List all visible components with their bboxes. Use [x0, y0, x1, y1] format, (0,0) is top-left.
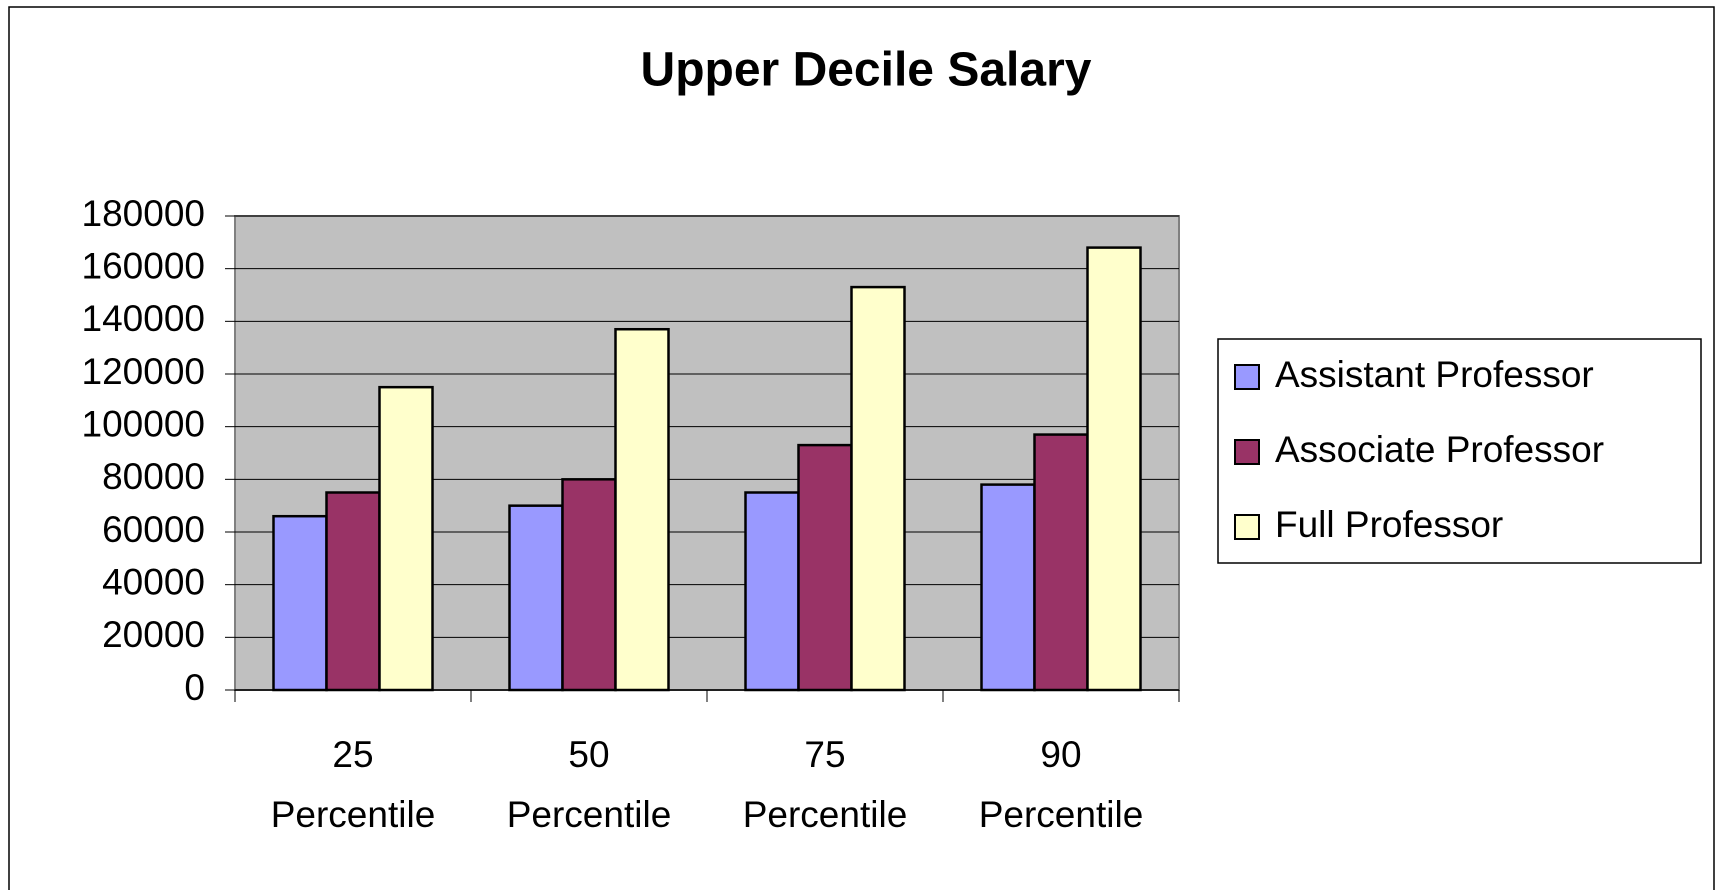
y-tick-label: 160000	[82, 245, 205, 286]
y-tick-label: 120000	[82, 351, 205, 392]
legend-swatch	[1234, 439, 1260, 465]
y-tick-label: 0	[184, 667, 205, 708]
y-tick-label: 180000	[82, 193, 205, 234]
bar	[378, 385, 434, 692]
x-tick-label: 75 Percentile	[743, 734, 908, 835]
bar	[980, 483, 1036, 692]
legend-label: Associate Professor	[1275, 429, 1604, 470]
bar	[614, 327, 670, 692]
bar	[272, 514, 328, 692]
bar	[561, 478, 617, 692]
y-tick-label: 80000	[102, 456, 205, 497]
bar	[797, 443, 853, 692]
legend-box	[1217, 338, 1702, 564]
y-tick-label: 100000	[82, 403, 205, 444]
y-tick-label: 40000	[102, 561, 205, 602]
bar	[1033, 433, 1089, 692]
bar	[508, 504, 564, 692]
x-tick-label: 50 Percentile	[507, 734, 672, 835]
y-tick-label: 140000	[82, 298, 205, 339]
legend-label: Assistant Professor	[1275, 354, 1594, 395]
y-tick-label: 20000	[102, 614, 205, 655]
x-tick-label: 90 Percentile	[979, 734, 1144, 835]
bar	[850, 285, 906, 692]
legend-label: Full Professor	[1275, 504, 1503, 545]
y-tick-label: 60000	[102, 509, 205, 550]
legend-swatch	[1234, 514, 1260, 540]
legend-swatch	[1234, 364, 1260, 390]
chart-title: Upper Decile Salary	[641, 44, 1092, 97]
bar	[1086, 246, 1142, 692]
x-tick-label: 25 Percentile	[271, 734, 436, 835]
bar	[744, 491, 800, 692]
bar	[325, 491, 381, 692]
